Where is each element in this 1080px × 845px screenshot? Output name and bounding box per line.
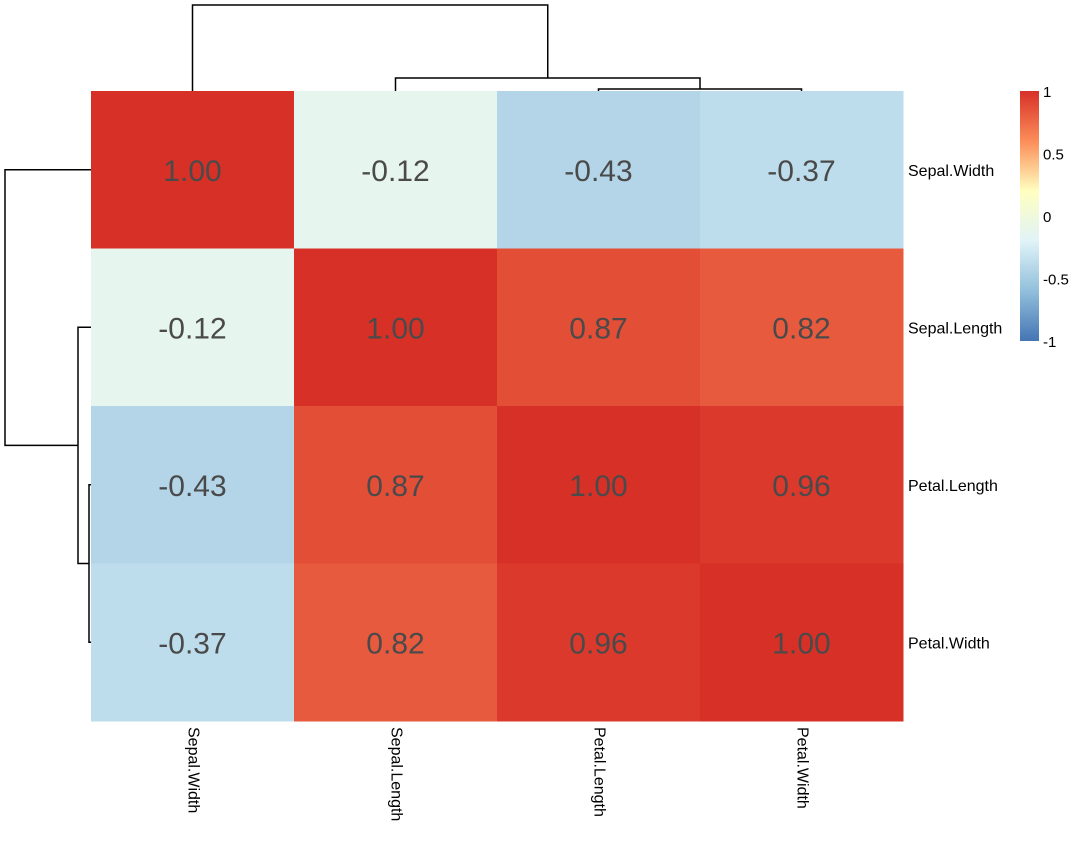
cell-value-label: 0.82 — [772, 312, 830, 345]
heatmap-cell-Petal.Width-Sepal.Width — [91, 563, 295, 722]
heatmap-cells: 1.00 -0.12 -0.43 -0.37 -0.12 1.00 0.87 0.82 -0.4… — [91, 91, 904, 722]
heatmap-cell-Petal.Length-Petal.Width — [700, 406, 904, 564]
column-label-Petal.Length: Petal.Length — [590, 727, 607, 817]
legend-tick-label: -1 — [1043, 334, 1056, 351]
cell-value-label: 1.00 — [366, 312, 424, 345]
color-legend: 1 0.5 0 -0.5 -1 — [1020, 84, 1069, 351]
row-label-Petal.Width: Petal.Width — [908, 635, 990, 652]
cell-value-label: 0.96 — [772, 470, 830, 503]
cell-value-label: 0.87 — [569, 312, 627, 345]
heatmap-cell-Sepal.Width-Petal.Length — [497, 91, 701, 249]
heatmap-cell-Petal.Length-Petal.Length — [497, 406, 701, 564]
column-labels: Sepal.Width Sepal.Length Petal.Length Petal… — [184, 727, 810, 821]
legend-color-bar — [1020, 91, 1039, 341]
heatmap-cell-Petal.Width-Petal.Length — [497, 563, 701, 722]
cell-value-label: -0.12 — [158, 312, 226, 345]
cell-value-label: -0.12 — [361, 155, 429, 188]
cell-value-label: -0.43 — [564, 155, 632, 188]
cell-value-label: 0.87 — [366, 470, 424, 503]
heatmap-cell-Petal.Length-Sepal.Length — [294, 406, 498, 564]
cell-value-label: 0.82 — [366, 627, 424, 660]
row-dendrogram — [4, 169, 91, 643]
heatmap-cell-Sepal.Length-Sepal.Width — [91, 248, 295, 407]
row-label-Sepal.Width: Sepal.Width — [908, 163, 994, 180]
heatmap-cell-Sepal.Length-Petal.Width — [700, 248, 904, 407]
legend-tick-label: -0.5 — [1043, 272, 1069, 289]
cell-value-label: 1.00 — [569, 470, 627, 503]
legend-tick-label: 0 — [1043, 209, 1051, 226]
row-label-Petal.Length: Petal.Length — [908, 478, 998, 495]
legend-tick-label: 0.5 — [1043, 147, 1064, 164]
heatmap-cell-Sepal.Width-Petal.Width — [700, 91, 904, 249]
cell-value-label: -0.43 — [158, 470, 226, 503]
heatmap-cell-Petal.Width-Sepal.Length — [294, 563, 498, 722]
cell-value-label: 1.00 — [772, 627, 830, 660]
heatmap-cell-Sepal.Width-Sepal.Length — [294, 91, 498, 249]
cell-value-label: 0.96 — [569, 627, 627, 660]
heatmap-cell-Sepal.Width-Sepal.Width — [91, 91, 295, 249]
heatmap-cell-Petal.Length-Sepal.Width — [91, 406, 295, 564]
column-dendrogram-branch — [191, 4, 549, 91]
row-dendrogram-branch — [88, 484, 91, 643]
heatmap-cell-Petal.Width-Petal.Width — [700, 563, 904, 722]
heatmap-cell-Sepal.Length-Sepal.Length — [294, 248, 498, 407]
column-label-Sepal.Width: Sepal.Width — [184, 727, 201, 813]
cell-value-label: -0.37 — [158, 627, 226, 660]
legend-tick-label: 1 — [1043, 84, 1051, 101]
cell-value-label: 1.00 — [163, 155, 221, 188]
row-labels: Sepal.Width Sepal.Length Petal.Length Petal… — [908, 163, 1002, 653]
column-dendrogram-branch — [597, 88, 803, 91]
column-dendrogram — [191, 4, 803, 91]
row-dendrogram-branch — [4, 169, 91, 447]
heatmap-cell-Sepal.Length-Petal.Length — [497, 248, 701, 407]
column-label-Sepal.Length: Sepal.Length — [387, 727, 404, 821]
row-label-Sepal.Length: Sepal.Length — [908, 320, 1002, 337]
cell-value-label: -0.37 — [767, 155, 835, 188]
column-label-Petal.Width: Petal.Width — [793, 727, 810, 809]
